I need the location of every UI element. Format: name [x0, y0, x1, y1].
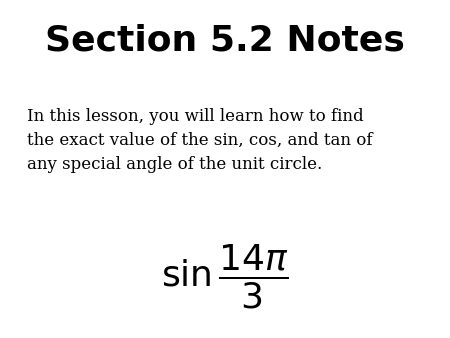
Text: $\mathrm{sin}\,\dfrac{14\pi}{3}$: $\mathrm{sin}\,\dfrac{14\pi}{3}$	[161, 243, 289, 311]
Text: In this lesson, you will learn how to find
the exact value of the sin, cos, and : In this lesson, you will learn how to fi…	[27, 108, 373, 173]
Text: Section 5.2 Notes: Section 5.2 Notes	[45, 24, 405, 58]
